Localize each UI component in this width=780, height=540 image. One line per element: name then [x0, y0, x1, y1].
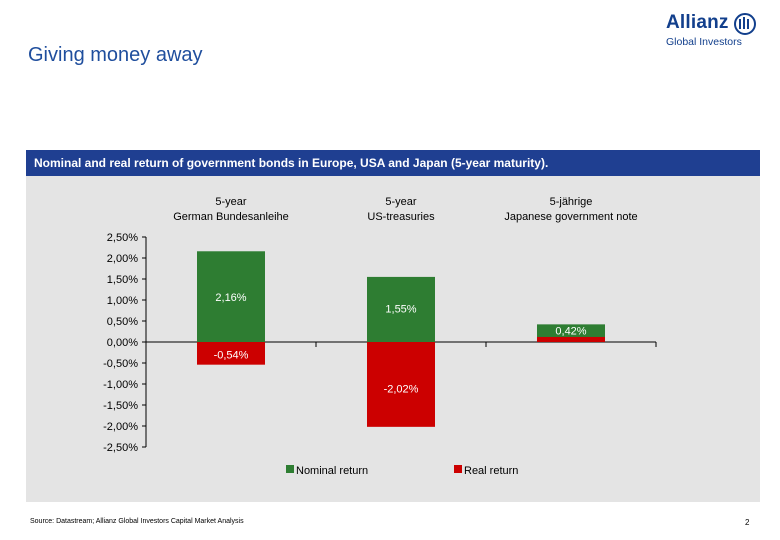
bar-chart: 2,50% 2,00% 1,50% 1,00% 0,50% 0,00% -0,50% -1,0… — [103, 196, 657, 477]
category-label: Japanese government note — [504, 211, 637, 223]
data-label-nominal: 0,42% — [555, 325, 586, 337]
bar-nominal — [197, 251, 265, 342]
data-label-nominal: 2,16% — [215, 292, 246, 304]
data-label-real: -2,02% — [384, 384, 419, 396]
y-tick-label: -2,50% — [103, 442, 138, 454]
y-tick-label: -0,50% — [103, 358, 138, 370]
data-label-nominal: 1,55% — [385, 304, 416, 316]
y-tick-label: -1,50% — [103, 400, 138, 412]
page-number: 2 — [745, 518, 750, 527]
category-label: 5-jährige — [550, 196, 593, 208]
y-tick-label: 1,50% — [107, 274, 138, 286]
bar-real — [367, 342, 435, 427]
allianz-logo: Allianz Global Investors — [664, 12, 764, 52]
category-label: 5-year — [385, 196, 417, 208]
legend-label-real: Real return — [464, 465, 518, 477]
y-tick-label: 0,50% — [107, 316, 138, 328]
source-note: Source: Datastream; Allianz Global Inves… — [30, 518, 244, 525]
data-label-real: -0,54% — [214, 349, 249, 361]
logo-wordmark: Allianz — [666, 12, 729, 33]
legend-swatch-real — [454, 465, 462, 473]
bar-real — [537, 336, 605, 342]
category-label: 5-year — [215, 196, 247, 208]
category-label: US-treasuries — [367, 211, 435, 223]
bar-nominal — [367, 276, 435, 342]
y-tick-label: 2,50% — [107, 232, 138, 244]
legend-label-nominal: Nominal return — [296, 465, 368, 477]
bar-real — [197, 342, 265, 365]
y-tick-label: 0,00% — [107, 337, 138, 349]
panel-header: Nominal and real return of government bo… — [26, 150, 760, 176]
y-tick-label: -1,00% — [103, 379, 138, 391]
legend-swatch-nominal — [286, 465, 294, 473]
slide-title: Giving money away — [28, 44, 203, 66]
category-label: German Bundesanleihe — [173, 211, 289, 223]
allianz-eagle-icon — [734, 13, 756, 35]
y-tick-label: 1,00% — [107, 295, 138, 307]
logo-subtitle: Global Investors — [666, 36, 742, 48]
y-tick-label: 2,00% — [107, 253, 138, 265]
y-tick-label: -2,00% — [103, 421, 138, 433]
chart-panel: Nominal and real return of government bo… — [26, 150, 760, 502]
